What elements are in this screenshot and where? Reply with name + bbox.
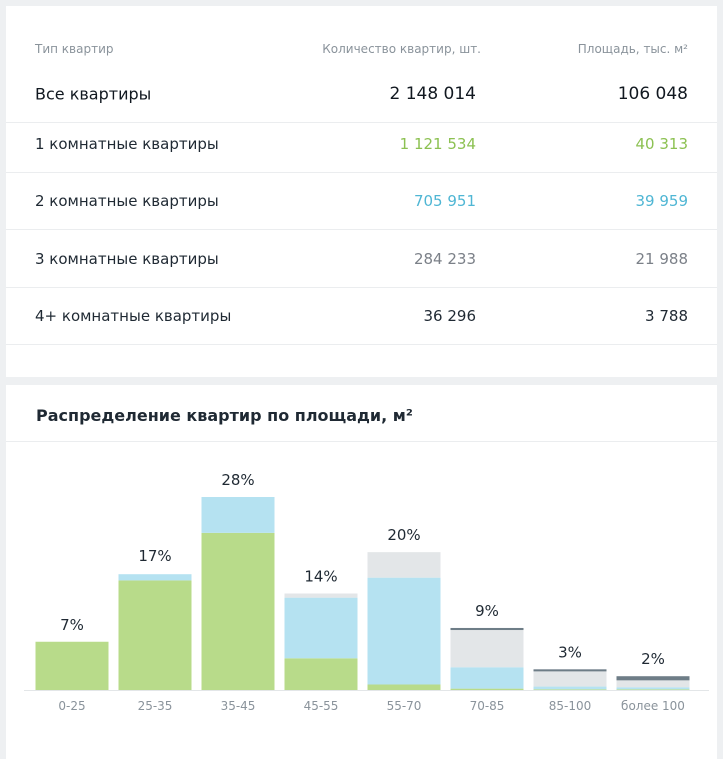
row-label: 1 комнатные квартиры xyxy=(35,135,219,153)
chart-divider xyxy=(6,441,717,442)
header-quantity: Количество квартир, шт. xyxy=(322,42,481,56)
x-tick-label-35-45: 35-45 xyxy=(221,699,256,713)
bar-segment-25-35-s0 xyxy=(118,580,192,690)
area-distribution-chart: 7% 0-25 17% 25-35 28% 35-45 14% 45-55 20% 55-70 9%… xyxy=(24,471,709,713)
row-label: 3 комнатные квартиры xyxy=(35,250,219,268)
bar-segment-70-85-s0 xyxy=(450,688,524,690)
table-row-2-room: 2 комнатные квартиры 705 951 39 959 xyxy=(6,173,717,230)
row-quantity: 1 121 534 xyxy=(399,135,476,153)
row-label: Все квартиры xyxy=(35,84,152,104)
row-area: 39 959 xyxy=(635,192,689,210)
x-tick-label-более 100: более 100 xyxy=(621,699,685,713)
bar-segment-25-35-s1 xyxy=(118,574,192,581)
x-tick-label-85-100: 85-100 xyxy=(549,699,592,713)
bar-segment-70-85-s1 xyxy=(450,667,524,689)
bar-segment-55-70-s1 xyxy=(367,577,441,685)
bar-segment-более 100-s2 xyxy=(616,680,690,688)
data-label-35-45: 28% xyxy=(221,471,254,489)
bar-segment-70-85-s2 xyxy=(450,630,524,668)
chart-title: Распределение квартир по площади, м² xyxy=(36,406,413,425)
bar-segment-35-45-s0 xyxy=(201,532,275,690)
data-label-25-35: 17% xyxy=(138,547,171,565)
row-area: 3 788 xyxy=(645,307,688,325)
bar-segment-70-85-s3 xyxy=(450,627,524,631)
data-label-более 100: 2% xyxy=(641,650,665,668)
bar-segment-85-100-s0 xyxy=(533,689,607,690)
x-tick-label-25-35: 25-35 xyxy=(138,699,173,713)
area-distribution-card: Распределение квартир по площади, м² 7% 0… xyxy=(6,385,717,759)
row-area: 106 048 xyxy=(617,84,688,104)
data-label-0-25: 7% xyxy=(60,616,84,634)
bar-segment-45-55-s1 xyxy=(284,597,358,659)
x-tick-label-0-25: 0-25 xyxy=(58,699,85,713)
bar-segment-35-45-s1 xyxy=(201,497,275,533)
apartments-table-card: Тип квартир Количество квартир, шт. Площ… xyxy=(6,6,717,377)
row-quantity: 705 951 xyxy=(413,192,476,210)
row-quantity: 284 233 xyxy=(413,250,476,268)
bar-segment-45-55-s2 xyxy=(284,593,358,598)
x-tick-label-55-70: 55-70 xyxy=(387,699,422,713)
bar-segment-0-25-s0 xyxy=(35,641,109,690)
table-row-1-room: 1 комнатные квартиры 1 121 534 40 313 xyxy=(6,116,717,173)
x-tick-label-45-55: 45-55 xyxy=(304,699,339,713)
data-label-45-55: 14% xyxy=(304,568,337,586)
bar-segment-45-55-s0 xyxy=(284,658,358,690)
row-quantity: 2 148 014 xyxy=(389,84,476,104)
data-label-85-100: 3% xyxy=(558,643,582,661)
bar-segment-85-100-s1 xyxy=(533,686,607,690)
bar-segment-55-70-s2 xyxy=(367,552,441,578)
data-label-70-85: 9% xyxy=(475,602,499,620)
table-row-all: Все квартиры 2 148 014 106 048 xyxy=(6,66,717,123)
bar-segment-более 100-s1 xyxy=(616,687,690,690)
row-area: 40 313 xyxy=(635,135,689,153)
bar-segment-более 100-s0 xyxy=(616,689,690,690)
x-tick-label-70-85: 70-85 xyxy=(470,699,505,713)
header-type: Тип квартир xyxy=(35,42,114,56)
bar-segment-85-100-s3 xyxy=(533,669,607,672)
table-row-3-room: 3 комнатные квартиры 284 233 21 988 xyxy=(6,231,717,288)
data-label-55-70: 20% xyxy=(387,526,420,544)
row-label: 4+ комнатные квартиры xyxy=(35,307,232,325)
row-quantity: 36 296 xyxy=(423,307,477,325)
bar-segment-более 100-s3 xyxy=(616,676,690,681)
row-area: 21 988 xyxy=(635,250,689,268)
row-label: 2 комнатные квартиры xyxy=(35,192,219,210)
bar-segment-55-70-s0 xyxy=(367,684,441,690)
table-row-4-room: 4+ комнатные квартиры 36 296 3 788 xyxy=(6,288,717,345)
header-area: Площадь, тыс. м² xyxy=(577,42,688,56)
bar-segment-85-100-s2 xyxy=(533,671,607,687)
